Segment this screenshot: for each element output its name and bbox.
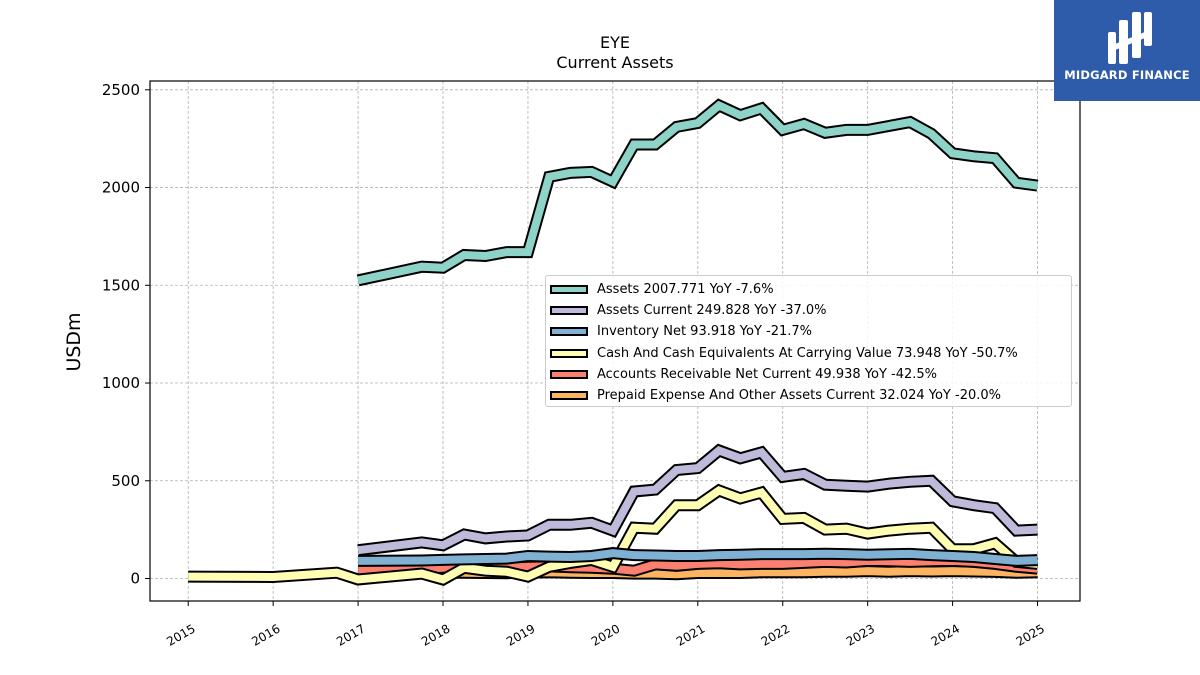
legend-swatch bbox=[550, 306, 588, 316]
legend-swatch bbox=[550, 369, 588, 379]
legend-label: Inventory Net 93.918 YoY -21.7% bbox=[597, 324, 813, 340]
series-line bbox=[358, 549, 1038, 565]
x-tick-label: 2016 bbox=[249, 621, 282, 648]
legend-label: Assets Current 249.828 YoY -37.0% bbox=[597, 303, 827, 319]
y-tick-label: 2500 bbox=[102, 81, 140, 99]
legend-swatch bbox=[550, 327, 588, 337]
x-tick-label: 2018 bbox=[419, 621, 452, 648]
x-tick-label: 2015 bbox=[164, 621, 197, 648]
legend-swatch bbox=[550, 285, 588, 295]
series-inventory-net bbox=[358, 547, 1038, 567]
legend-swatch bbox=[550, 348, 588, 358]
plot-frame bbox=[149, 80, 1081, 602]
midgard-logo-icon bbox=[1108, 12, 1152, 64]
legend-item: Inventory Net 93.918 YoY -21.7% bbox=[546, 321, 1071, 342]
series-line bbox=[357, 100, 1039, 285]
x-tick-label: 2022 bbox=[759, 621, 792, 648]
legend-swatch bbox=[550, 391, 588, 401]
legend-item: Accounts Receivable Net Current 49.938 Y… bbox=[546, 364, 1071, 385]
legend-item: Assets 2007.771 YoY -7.6% bbox=[546, 279, 1071, 300]
y-tick-label: 500 bbox=[111, 472, 140, 490]
series-cash-and-cash-equivalents-at-carrying-value bbox=[188, 483, 1039, 586]
legend-label: Accounts Receivable Net Current 49.938 Y… bbox=[597, 366, 938, 382]
brand-name: MIDGARD FINANCE bbox=[1064, 68, 1190, 82]
legend-item: Cash And Cash Equivalents At Carrying Va… bbox=[546, 343, 1071, 364]
legend-item: Prepaid Expense And Other Assets Current… bbox=[546, 385, 1071, 406]
x-tick-label: 2017 bbox=[334, 621, 367, 648]
series-assets-current bbox=[357, 443, 1038, 557]
y-tick-label: 1500 bbox=[102, 276, 140, 294]
y-tick-label: 1000 bbox=[102, 374, 140, 392]
chart-legend: Assets 2007.771 YoY -7.6% Assets Current … bbox=[545, 275, 1072, 407]
series-assets bbox=[356, 98, 1039, 287]
x-tick-label: 2021 bbox=[674, 621, 707, 648]
chart-title: EYE bbox=[600, 33, 630, 52]
x-tick-label: 2019 bbox=[504, 621, 537, 648]
series-line bbox=[188, 486, 1038, 584]
series-line bbox=[357, 445, 1038, 555]
x-tick-label: 2025 bbox=[1014, 621, 1047, 648]
legend-item: Assets Current 249.828 YoY -37.0% bbox=[546, 300, 1071, 321]
series-lines bbox=[188, 98, 1039, 586]
legend-label: Cash And Cash Equivalents At Carrying Va… bbox=[597, 345, 1018, 361]
y-tick-label: 2000 bbox=[102, 179, 140, 197]
y-axis-label: USDm bbox=[63, 312, 85, 371]
x-tick-label: 2020 bbox=[589, 621, 622, 648]
legend-label: Assets 2007.771 YoY -7.6% bbox=[597, 282, 774, 298]
legend-label: Prepaid Expense And Other Assets Current… bbox=[597, 388, 1001, 404]
x-tick-label: 2023 bbox=[844, 621, 877, 648]
brand-logo: MIDGARD FINANCE bbox=[1054, 0, 1200, 101]
x-tick-label: 2024 bbox=[929, 621, 962, 648]
y-tick-label: 0 bbox=[130, 570, 140, 588]
chart-subtitle: Current Assets bbox=[556, 53, 674, 72]
